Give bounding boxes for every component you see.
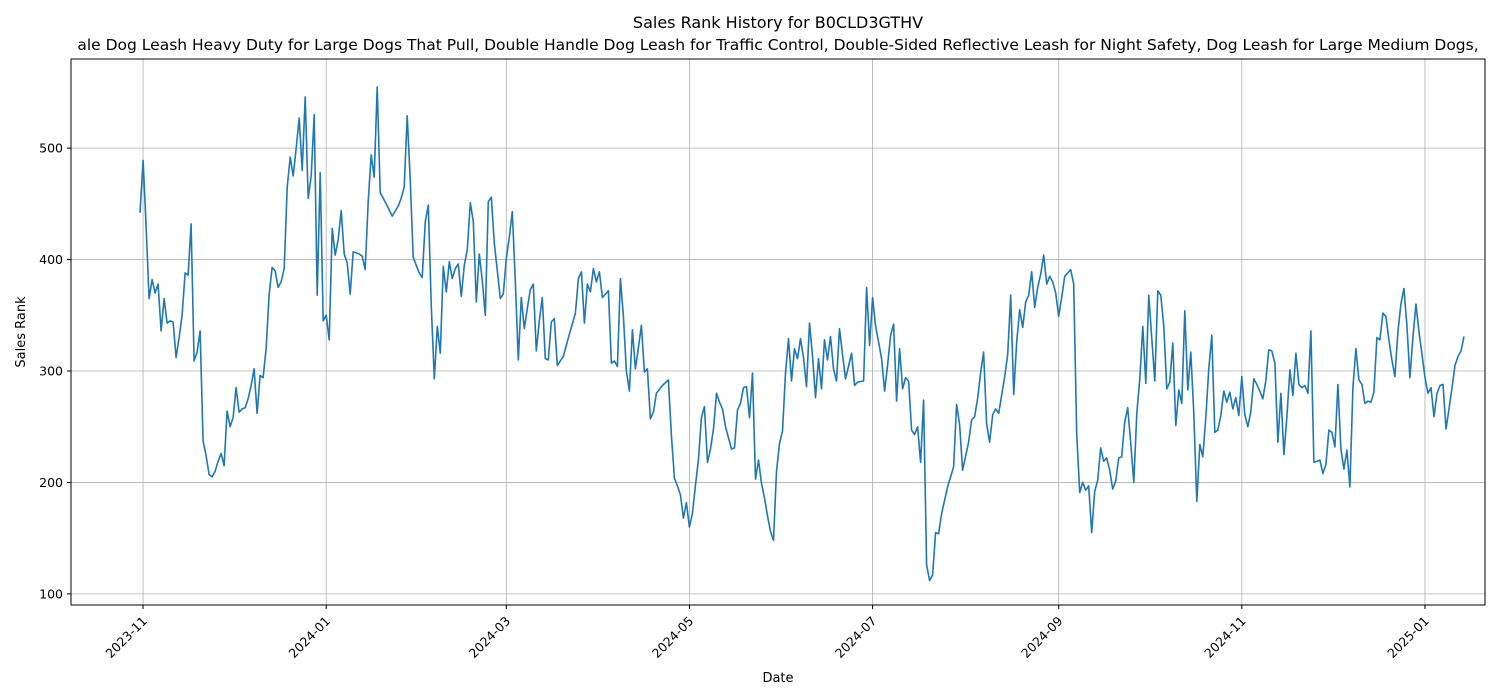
x-tick-label: 2024-05 <box>649 613 697 661</box>
chart-title: Sales Rank History for B0CLD3GTHV <box>633 13 923 32</box>
chart-subtitle: ale Dog Leash Heavy Duty for Large Dogs … <box>77 36 1478 54</box>
x-tick-label: 2024-03 <box>466 613 514 661</box>
y-tick-label: 300 <box>39 364 63 379</box>
y-axis-label: Sales Rank <box>14 296 29 368</box>
series-layer <box>139 86 1465 582</box>
y-tick-label: 400 <box>39 252 63 267</box>
x-tick-label: 2023-11 <box>102 613 150 661</box>
x-tick-label: 2024-01 <box>286 613 334 661</box>
x-tick-label: 2024-09 <box>1018 613 1066 661</box>
x-tick-label: 2025-01 <box>1384 613 1432 661</box>
y-tick-label: 100 <box>39 586 63 601</box>
x-tick-label: 2024-11 <box>1201 613 1249 661</box>
sales-rank-line <box>139 86 1465 582</box>
y-tick-label: 200 <box>39 475 63 490</box>
plot-frame <box>70 58 1486 606</box>
x-axis-label: Date <box>762 671 793 686</box>
grid-lines <box>71 59 1485 605</box>
y-tick-label: 500 <box>39 141 63 156</box>
x-tick-label: 2024-07 <box>832 613 880 661</box>
